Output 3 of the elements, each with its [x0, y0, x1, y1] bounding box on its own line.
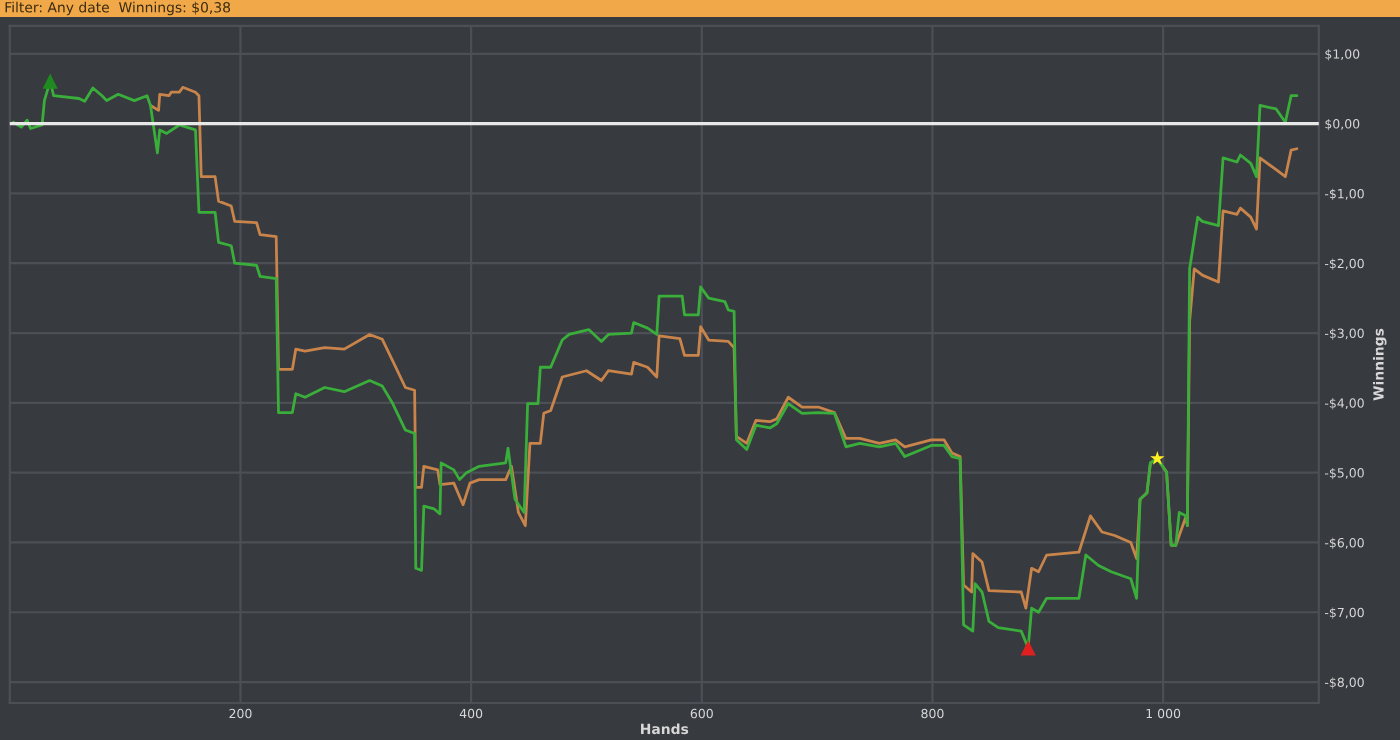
point: [42, 73, 58, 89]
point: [1020, 640, 1036, 656]
point: [1150, 451, 1165, 465]
